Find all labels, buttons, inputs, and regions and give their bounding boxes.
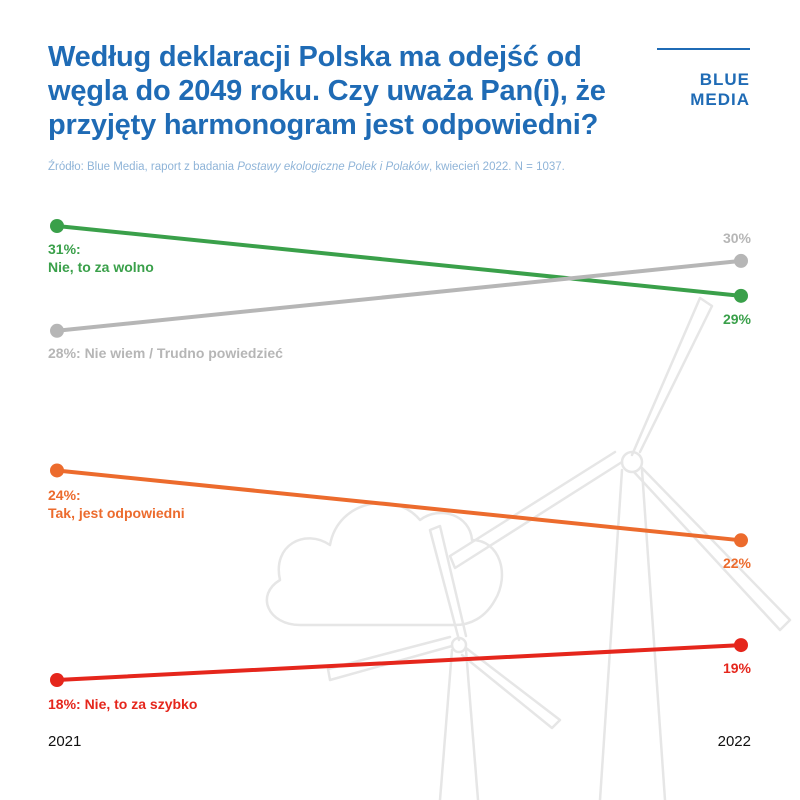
x-tick-2022: 2022 [717,733,751,750]
label-end-tak-odpowiedni: 22% [722,555,751,571]
wind-turbine-cloud-illustration-icon [265,296,792,800]
point-nie_za_szybko-2022 [734,638,748,653]
label-end-nie-wiem: 30% [722,230,751,246]
series-line-nie_wiem [55,258,743,333]
point-nie_za_szybko-2021 [50,673,64,687]
blue-media-logo: BLUE MEDIA [657,48,750,110]
point-nie_wiem-2021 [50,323,64,338]
label-start-nie-za-wolno-value: 31%: [48,241,81,257]
label-start-tak-odpowiedni-name: Tak, jest odpowiedni [48,505,185,521]
chart-title: Według deklaracji Polska ma odejść od wę… [48,41,606,141]
source-prefix: Źródło: Blue Media, raport z badania [48,161,238,173]
label-start-nie-za-wolno-name: Nie, to za wolno [48,259,154,275]
series-line-nie_za_wolno [55,224,743,298]
label-start-tak-odpowiedni-value: 24%: [48,487,81,503]
logo-line-1: BLUE [699,70,750,89]
x-tick-2021: 2021 [48,733,82,750]
point-tak_odpowiedni-2021 [50,463,64,478]
point-nie_wiem-2022 [734,253,748,268]
label-start-nie-wiem: 28%: Nie wiem / Trudno powiedzieć [48,345,283,361]
label-end-nie-za-szybko: 19% [722,660,751,676]
series-line-tak_odpowiedni [55,468,743,543]
point-tak_odpowiedni-2022 [734,533,748,548]
label-start-nie-za-szybko: 18%: Nie, to za szybko [48,696,198,712]
point-nie_za_wolno-2021 [50,219,64,233]
label-start-nie-za-wolno: 31%: Nie, to za wolno [48,240,154,276]
source-report-title: Postawy ekologiczne Polek i Polaków [237,161,429,173]
label-end-nie-za-wolno: 29% [722,311,751,327]
point-nie_za_wolno-2022 [734,288,748,303]
source-note: Źródło: Blue Media, raport z badania Pos… [48,161,768,173]
series-line-nie_za_szybko [55,643,743,682]
label-start-tak-odpowiedni: 24%: Tak, jest odpowiedni [48,486,185,522]
source-suffix: , kwiecień 2022. N = 1037. [429,161,565,173]
logo-line-2: MEDIA [690,90,750,109]
